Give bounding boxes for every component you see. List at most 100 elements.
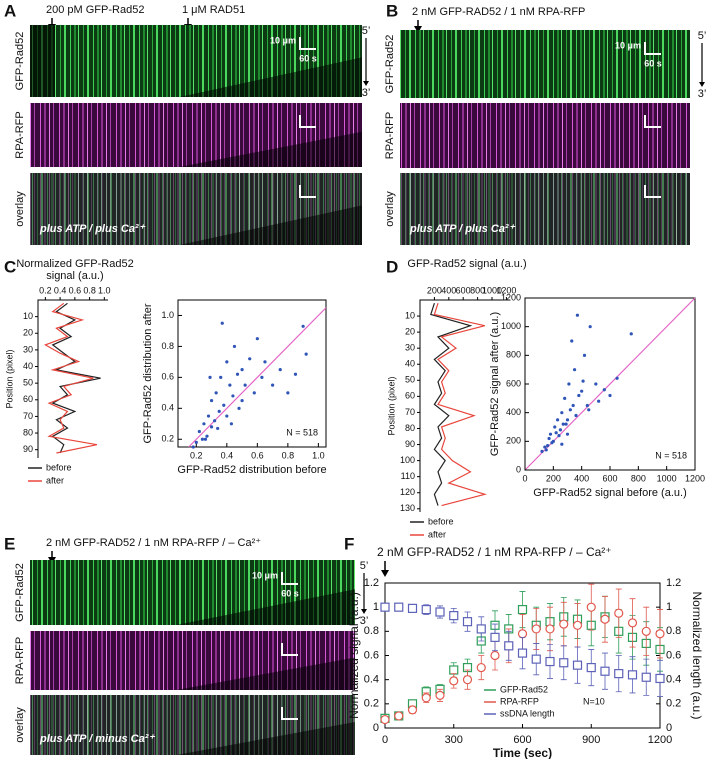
data-point — [252, 391, 256, 395]
direction: 5’ — [360, 560, 369, 572]
data-point — [304, 352, 308, 356]
data-point — [570, 339, 574, 343]
note: N=10 — [583, 696, 605, 706]
x-tick-label: 200 — [546, 473, 561, 483]
dark-region — [176, 589, 355, 625]
y-tick-label: 0.2 — [364, 698, 379, 710]
data-point — [243, 383, 247, 387]
data-point — [421, 693, 431, 703]
legend-label: ssDNA length — [500, 708, 555, 718]
data-point — [597, 399, 601, 403]
data-point — [263, 360, 267, 364]
data-point — [553, 425, 557, 429]
data-point — [235, 372, 240, 376]
scale-bar — [281, 572, 298, 585]
profile-line — [43, 302, 98, 454]
scale-bar — [299, 37, 316, 50]
data-point — [548, 432, 553, 436]
data-point — [231, 394, 235, 398]
y-tick-label: 0 — [516, 464, 521, 474]
data-point — [194, 440, 198, 444]
data-point — [627, 670, 638, 680]
y-axis-label: Position (pixel) — [386, 376, 396, 435]
row-label: overlay — [14, 707, 26, 743]
kymograph-row — [30, 631, 355, 690]
data-point — [571, 403, 575, 408]
data-point — [554, 431, 558, 435]
data-point — [572, 368, 577, 372]
y2-tick-label: 0 — [666, 722, 672, 734]
profile-line — [430, 303, 473, 506]
data-point — [586, 662, 596, 673]
x-tick-label: 0.4 — [54, 285, 67, 295]
data-point — [531, 624, 541, 634]
annotation: 1 μM RAD51 — [182, 4, 245, 16]
data-point — [641, 626, 651, 636]
panel-letter: B — [386, 1, 398, 20]
data-point — [462, 675, 473, 685]
x-tick-label: 600 — [456, 285, 471, 295]
x-tick-label: 0.2 — [190, 450, 203, 460]
plot-frame — [177, 299, 327, 448]
direction: 3’ — [362, 87, 371, 99]
x-tick-label: 300 — [445, 734, 463, 746]
x-tick-label: 0.6 — [69, 285, 82, 295]
data-point — [575, 313, 580, 317]
scale-bar — [644, 42, 661, 55]
y-tick-label: 100 — [400, 455, 415, 465]
y-tick-label: 20 — [23, 328, 33, 338]
data-point — [564, 422, 568, 426]
annotation: N = 518 — [286, 427, 318, 437]
kymograph-row — [400, 103, 690, 168]
x-tick-label: 0 — [382, 734, 388, 746]
y-tick-label: 120 — [400, 487, 415, 497]
data-point — [435, 607, 445, 617]
y-tick-label: 0.4 — [161, 403, 174, 413]
data-point — [544, 448, 548, 452]
reference-line — [524, 297, 696, 471]
y-tick-label: 1.0 — [161, 310, 174, 320]
x-tick-label: 0.6 — [251, 450, 264, 460]
direction-head — [699, 82, 705, 87]
data-point — [531, 654, 541, 664]
data-point — [581, 379, 585, 383]
data-point — [586, 602, 596, 612]
axis — [419, 299, 510, 512]
y-tick-label: 400 — [506, 407, 521, 417]
data-point — [380, 714, 390, 725]
y-tick-label: 20 — [405, 326, 415, 336]
y-axis-label: Position (pixel) — [4, 349, 14, 408]
data-point — [577, 393, 581, 398]
legend-label: before — [46, 462, 72, 472]
row-label: GFP-Rad52 — [14, 563, 26, 622]
data-point — [255, 337, 259, 341]
chart-title: GFP-Rad52 signal (a.u.) — [407, 258, 526, 270]
y-tick-label: 0.2 — [161, 434, 174, 444]
x-tick-label: 0.4 — [221, 450, 234, 460]
data-point — [559, 658, 569, 668]
x-tick-label: 1200 — [685, 473, 705, 483]
x-tick-label: 0 — [522, 473, 527, 483]
data-point — [449, 665, 459, 675]
data-point — [421, 604, 431, 615]
data-point — [301, 324, 305, 328]
y-tick-label: 1200 — [501, 292, 521, 302]
y-tick-label: 10 — [405, 310, 415, 320]
y-tick-label: 0.4 — [364, 674, 379, 686]
data-point — [248, 357, 252, 361]
axis — [37, 299, 108, 458]
data-point — [209, 398, 214, 403]
data-point — [540, 449, 544, 453]
data-point — [208, 375, 212, 379]
y-tick-label: 200 — [506, 436, 521, 446]
data-point — [655, 629, 665, 639]
data-point — [286, 391, 290, 395]
condition: plus ATP / plus Ca²⁺ — [409, 223, 516, 235]
data-point — [200, 437, 205, 441]
data-point — [555, 418, 560, 422]
x-tick-label: 600 — [602, 473, 617, 483]
scale-label: 60 s — [281, 588, 299, 598]
data-point — [213, 419, 217, 423]
data-point — [560, 442, 564, 446]
panel-letter: D — [386, 257, 398, 276]
